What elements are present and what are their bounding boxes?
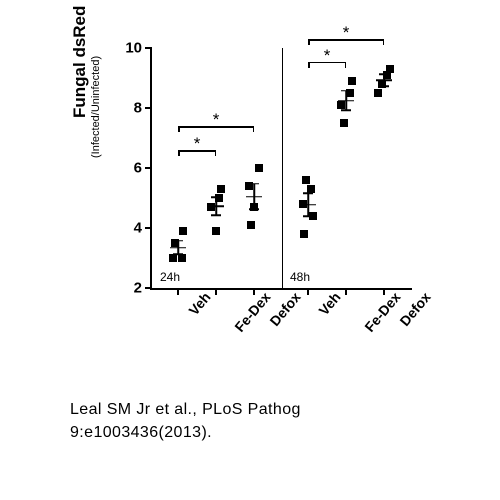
data-point (348, 77, 356, 85)
y-tick-label: 10 (125, 40, 142, 57)
data-point (247, 221, 255, 229)
citation: Leal SM Jr et al., PLoS Pathog 9:e100343… (70, 398, 301, 444)
sig-drop (253, 126, 255, 132)
citation-line2: 9:e1003436(2013). (70, 421, 301, 444)
sig-drop (215, 150, 217, 156)
y-tick-label: 8 (134, 100, 142, 117)
data-point (178, 254, 186, 262)
data-point (337, 101, 345, 109)
y-tick-label: 4 (134, 220, 142, 237)
sig-drop (308, 62, 310, 68)
x-tick (177, 288, 179, 295)
sig-star: * (343, 24, 350, 41)
y-axis-sublabel: (Infected/Uninfected) (90, 56, 102, 158)
sig-drop (178, 150, 180, 156)
x-tick-label: Defox (266, 289, 303, 329)
error-cap (249, 208, 259, 210)
data-point (179, 227, 187, 235)
sig-drop (345, 62, 347, 68)
x-tick (345, 288, 347, 295)
chart: Fungal dsRed (Infected/Uninfected) 24681… (60, 38, 440, 368)
x-tick-label: Fe-Dex (361, 289, 403, 335)
data-point (217, 185, 225, 193)
y-tick (145, 107, 152, 109)
y-tick-label: 6 (134, 160, 142, 177)
data-point (255, 164, 263, 172)
panel-label: 24h (160, 270, 180, 284)
data-point (340, 119, 348, 127)
error-cap (303, 192, 313, 194)
error-cap (341, 109, 351, 111)
x-tick (215, 288, 217, 295)
error-cap (173, 253, 183, 255)
citation-line1: Leal SM Jr et al., PLoS Pathog (70, 398, 301, 421)
data-point (212, 227, 220, 235)
sig-star: * (194, 135, 201, 152)
error-cap (211, 215, 221, 217)
error-cap (249, 183, 259, 185)
sig-drop (178, 126, 180, 132)
panel-label: 48h (290, 270, 310, 284)
error-cap (173, 240, 183, 242)
error-bar (307, 193, 309, 216)
error-bar (215, 197, 217, 215)
panel-divider (282, 48, 283, 288)
error-cap (303, 215, 313, 217)
data-point (386, 65, 394, 73)
x-tick (307, 288, 309, 295)
y-tick (145, 47, 152, 49)
y-tick-label: 2 (134, 280, 142, 297)
error-cap (341, 90, 351, 92)
plot-area: 246810VehFe-DexDefox24hVehFe-DexDefox48h… (150, 48, 412, 290)
data-point (169, 254, 177, 262)
sig-star: * (324, 47, 331, 64)
error-bar (345, 91, 347, 110)
x-tick-label: Veh (315, 289, 343, 318)
y-tick (145, 167, 152, 169)
y-tick (145, 287, 152, 289)
sig-drop (308, 39, 310, 45)
data-point (302, 176, 310, 184)
y-tick (145, 227, 152, 229)
sig-drop (383, 39, 385, 45)
y-axis-label: Fungal dsRed (70, 6, 90, 118)
error-cap (211, 197, 221, 199)
error-cap (379, 86, 389, 88)
data-point (374, 89, 382, 97)
sig-star: * (213, 111, 220, 128)
error-cap (379, 74, 389, 76)
x-tick-label: Veh (185, 289, 213, 318)
x-tick-label: Defox (396, 289, 433, 329)
error-bar (177, 241, 179, 254)
x-tick (253, 288, 255, 295)
x-tick-label: Fe-Dex (231, 289, 273, 335)
data-point (300, 230, 308, 238)
error-bar (383, 74, 385, 86)
x-tick (383, 288, 385, 295)
error-bar (253, 184, 255, 209)
